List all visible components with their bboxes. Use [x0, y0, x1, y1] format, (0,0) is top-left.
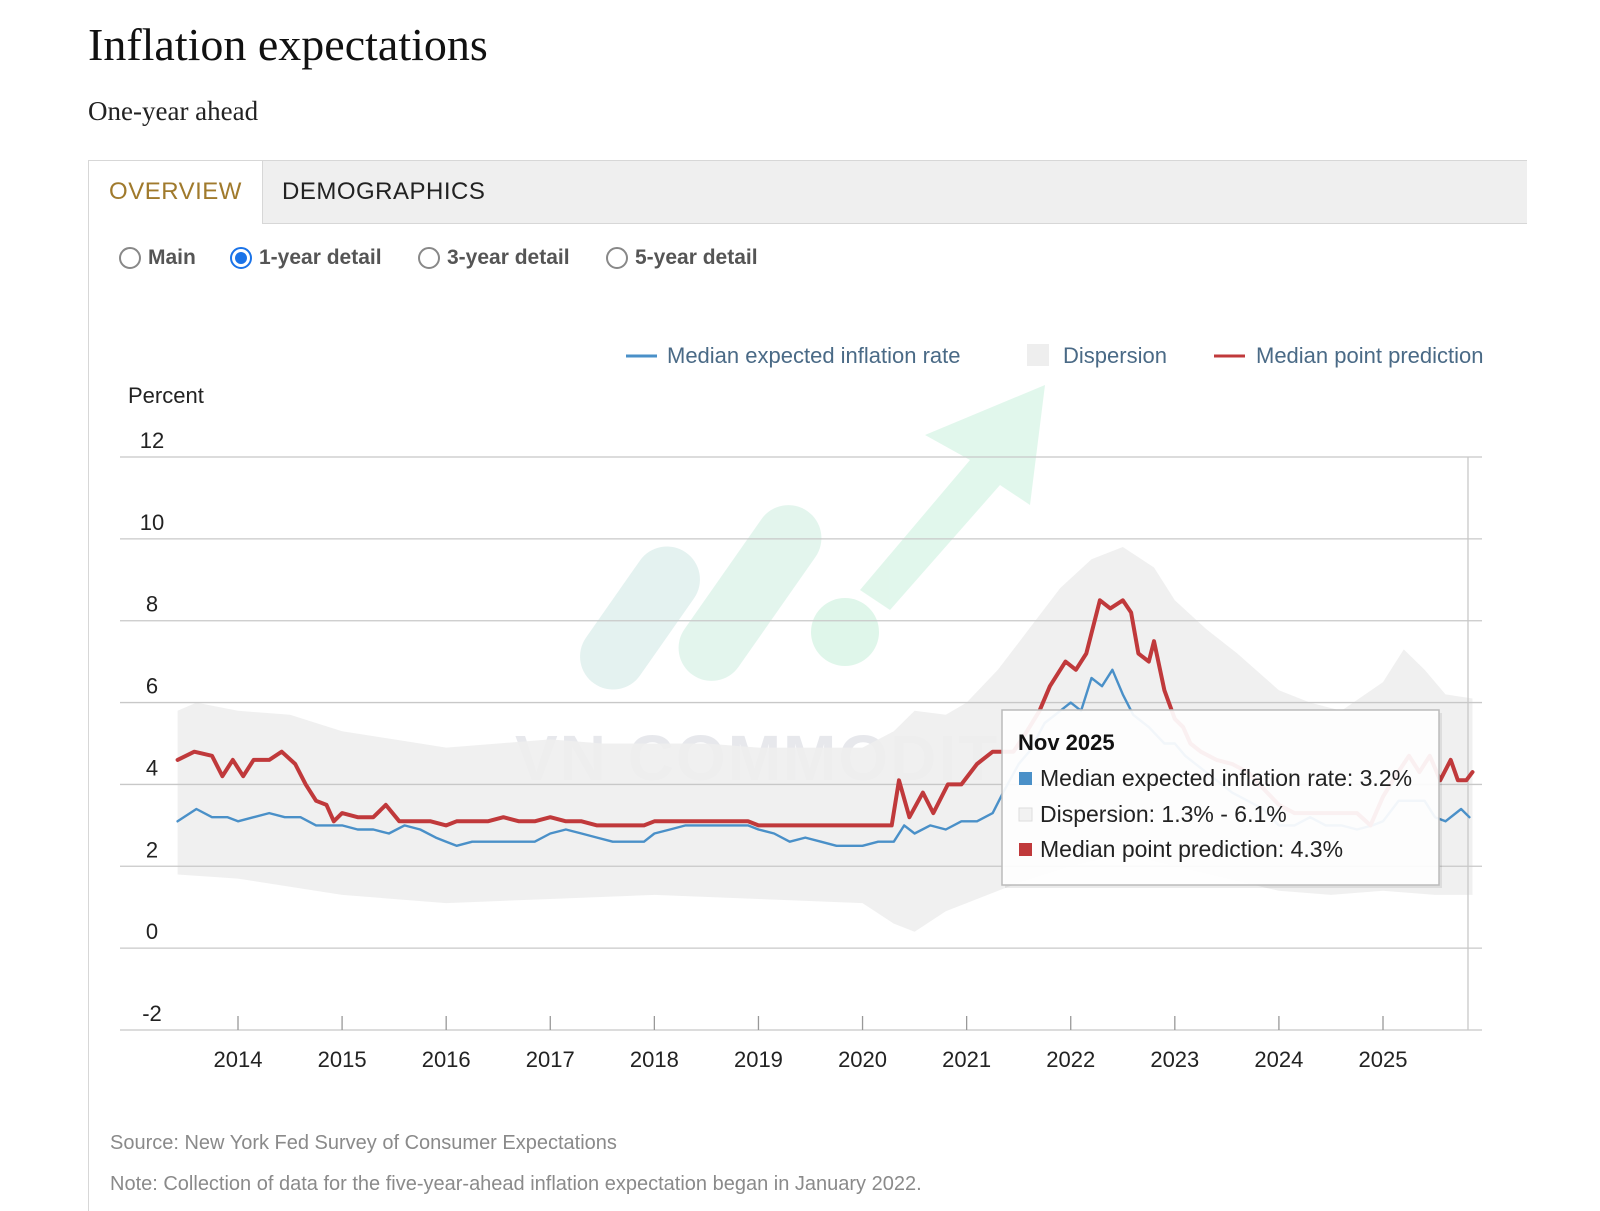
y-tick-label: 10: [140, 510, 164, 535]
x-tick-label: 2020: [838, 1047, 887, 1072]
tooltip-box: [1001, 709, 1440, 886]
x-tick-label: 2017: [526, 1047, 575, 1072]
y-axis-ticks: -2 0 2 4 6 8 10 12: [140, 428, 164, 1026]
y-tick-label: -2: [142, 1001, 162, 1026]
legend-label-median-expected[interactable]: Median expected inflation rate: [667, 343, 961, 368]
legend-label-dispersion[interactable]: Dispersion: [1063, 343, 1167, 368]
page-title: Inflation expectations: [88, 19, 488, 70]
y-tick-label: 4: [146, 755, 158, 780]
tooltip-row-median-expected: Median expected inflation rate: 3.2%: [1040, 765, 1412, 791]
x-tick-label: 2023: [1150, 1047, 1199, 1072]
x-tick-label: 2024: [1254, 1047, 1303, 1072]
radio-main-label: Main: [148, 246, 196, 269]
radio-5-year-detail-label: 5-year detail: [635, 246, 758, 269]
tab-demographics[interactable]: DEMOGRAPHICS: [282, 178, 486, 205]
tooltip-date: Nov 2025: [1018, 730, 1115, 755]
legend-swatch-dispersion: [1027, 344, 1049, 366]
radio-5-year-detail[interactable]: 5-year detail: [606, 243, 758, 273]
x-tick-label: 2018: [630, 1047, 679, 1072]
source-note: Source: New York Fed Survey of Consumer …: [110, 1132, 617, 1154]
radio-3-year-detail-label: 3-year detail: [447, 246, 570, 269]
radio-3-year-detail-circle[interactable]: [418, 247, 440, 269]
tooltip-swatch-dispersion: [1018, 807, 1033, 822]
radio-3-year-detail[interactable]: 3-year detail: [418, 243, 570, 273]
tooltip-row-median-point: Median point prediction: 4.3%: [1040, 836, 1343, 862]
tooltip-row-dispersion: Dispersion: 1.3% - 6.1%: [1040, 801, 1287, 827]
x-tick-label: 2022: [1046, 1047, 1095, 1072]
x-tick-label: 2021: [942, 1047, 991, 1072]
y-axis-label: Percent: [128, 383, 204, 408]
page-subtitle: One-year ahead: [88, 96, 259, 126]
chart-tooltip: Nov 2025 Median expected inflation rate:…: [1001, 709, 1442, 888]
y-tick-label: 8: [146, 592, 158, 617]
y-tick-label: 6: [146, 674, 158, 699]
x-axis-ticks: 2014 2015 2016 2017 2018 2019 2020 2021 2022 2023…: [214, 1016, 1408, 1072]
radio-1-year-detail[interactable]: 1-year detail: [230, 243, 382, 273]
footnote: Note: Collection of data for the five-ye…: [110, 1173, 922, 1195]
radio-1-year-detail-circle[interactable]: [230, 247, 252, 269]
x-tick-label: 2014: [214, 1047, 263, 1072]
radio-main[interactable]: Main: [119, 243, 196, 273]
radio-main-circle[interactable]: [119, 247, 141, 269]
chart-legend: Median expected inflation rate Dispersio…: [626, 343, 1483, 368]
y-tick-label: 2: [146, 837, 158, 862]
legend-label-median-point[interactable]: Median point prediction: [1256, 343, 1483, 368]
y-tick-label: 0: [146, 919, 158, 944]
tooltip-swatch-median-point: [1019, 843, 1032, 856]
tooltip-swatch-median-expected: [1019, 772, 1032, 785]
radio-5-year-detail-circle[interactable]: [606, 247, 628, 269]
x-tick-label: 2015: [318, 1047, 367, 1072]
watermark-arrow-icon: [860, 385, 1045, 610]
radio-1-year-detail-label: 1-year detail: [259, 246, 382, 269]
x-tick-label: 2016: [422, 1047, 471, 1072]
y-tick-label: 12: [140, 428, 164, 453]
tab-bar: OVERVIEW DEMOGRAPHICS: [89, 161, 1527, 224]
watermark-dot: [811, 598, 879, 666]
x-tick-label: 2025: [1359, 1047, 1408, 1072]
watermark-bar-1: [580, 546, 700, 690]
chart-panel: OVERVIEW DEMOGRAPHICS Main 1-year detail…: [88, 160, 1527, 1211]
watermark-bar-2: [678, 505, 822, 681]
tab-overview[interactable]: OVERVIEW: [89, 161, 263, 224]
x-tick-label: 2019: [734, 1047, 783, 1072]
